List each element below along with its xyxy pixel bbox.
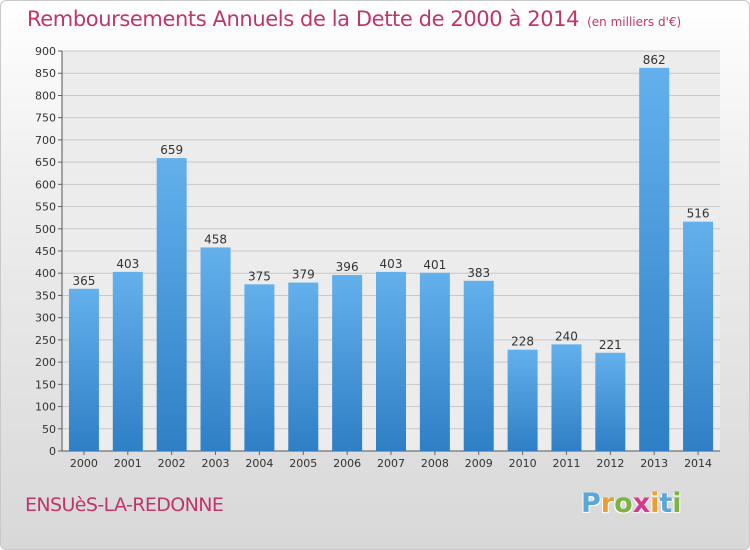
y-tick-label: 500 [35, 223, 56, 236]
data-label: 396 [336, 260, 359, 274]
data-label: 375 [248, 269, 271, 283]
y-tick-label: 850 [35, 67, 56, 80]
y-tick-label: 200 [35, 356, 56, 369]
y-tick-label: 250 [35, 334, 56, 347]
x-tick-label: 2009 [465, 457, 493, 470]
proxiti-logo: Proxiti [581, 488, 682, 519]
data-label: 221 [599, 338, 622, 352]
data-label: 403 [380, 257, 403, 271]
data-label: 659 [160, 143, 183, 157]
y-tick-label: 550 [35, 201, 56, 214]
x-tick-label: 2002 [158, 457, 186, 470]
x-tick-label: 2012 [596, 457, 624, 470]
bar [419, 272, 450, 451]
commune-name: ENSUèS-LA-REDONNE [25, 494, 224, 516]
logo-letter: i [650, 488, 660, 519]
bar [376, 271, 406, 451]
bar [200, 247, 231, 451]
data-label: 228 [511, 335, 534, 349]
bar [68, 288, 99, 451]
logo-letter: o [614, 488, 633, 519]
y-tick-label: 700 [35, 134, 56, 147]
x-tick-label: 2014 [684, 457, 712, 470]
y-tick-label: 150 [35, 378, 56, 391]
x-tick-label: 2005 [289, 457, 317, 470]
bar [683, 221, 714, 451]
bar [112, 271, 143, 451]
logo-letter: t [659, 488, 673, 519]
y-tick-label: 750 [35, 112, 56, 125]
logo-letter: r [600, 488, 615, 519]
data-label: 401 [423, 258, 446, 272]
y-tick-label: 100 [35, 401, 56, 414]
data-label: 516 [687, 207, 710, 221]
y-tick-label: 800 [35, 89, 56, 102]
logo-letter: P [581, 488, 601, 519]
data-label: 379 [292, 268, 315, 282]
title-row: Remboursements Annuels de la Dette de 20… [27, 7, 681, 31]
data-label: 862 [643, 53, 666, 67]
y-tick-label: 450 [35, 245, 56, 258]
bar [595, 352, 626, 451]
bar [332, 275, 363, 451]
x-tick-label: 2010 [509, 457, 537, 470]
x-tick-label: 2003 [202, 457, 230, 470]
bar [244, 284, 275, 451]
y-tick-label: 350 [35, 289, 56, 302]
x-tick-label: 2008 [421, 457, 449, 470]
logo-letter: x [632, 488, 651, 519]
x-tick-label: 2000 [70, 457, 98, 470]
logo-letter: i [672, 488, 682, 519]
x-tick-label: 2013 [640, 457, 668, 470]
bar [463, 280, 494, 451]
data-label: 403 [116, 257, 139, 271]
x-tick-label: 2011 [552, 457, 580, 470]
bar [507, 349, 538, 451]
y-tick-label: 50 [42, 423, 56, 436]
bar [288, 282, 319, 451]
y-tick-label: 300 [35, 312, 56, 325]
x-tick-label: 2004 [245, 457, 273, 470]
data-label: 240 [555, 329, 578, 343]
chart-unit: (en milliers d'€) [587, 15, 682, 29]
data-label: 458 [204, 232, 227, 246]
y-tick-label: 900 [35, 45, 56, 58]
x-tick-label: 2001 [114, 457, 142, 470]
bar [551, 344, 582, 451]
data-label: 383 [467, 266, 490, 280]
x-tick-label: 2007 [377, 457, 405, 470]
bar [156, 158, 187, 451]
bar [639, 67, 670, 451]
data-label: 365 [72, 274, 95, 288]
x-tick-label: 2006 [333, 457, 361, 470]
y-tick-label: 0 [49, 445, 56, 458]
y-tick-label: 600 [35, 178, 56, 191]
y-tick-label: 650 [35, 156, 56, 169]
chart-title: Remboursements Annuels de la Dette de 20… [27, 7, 580, 31]
y-tick-label: 400 [35, 267, 56, 280]
